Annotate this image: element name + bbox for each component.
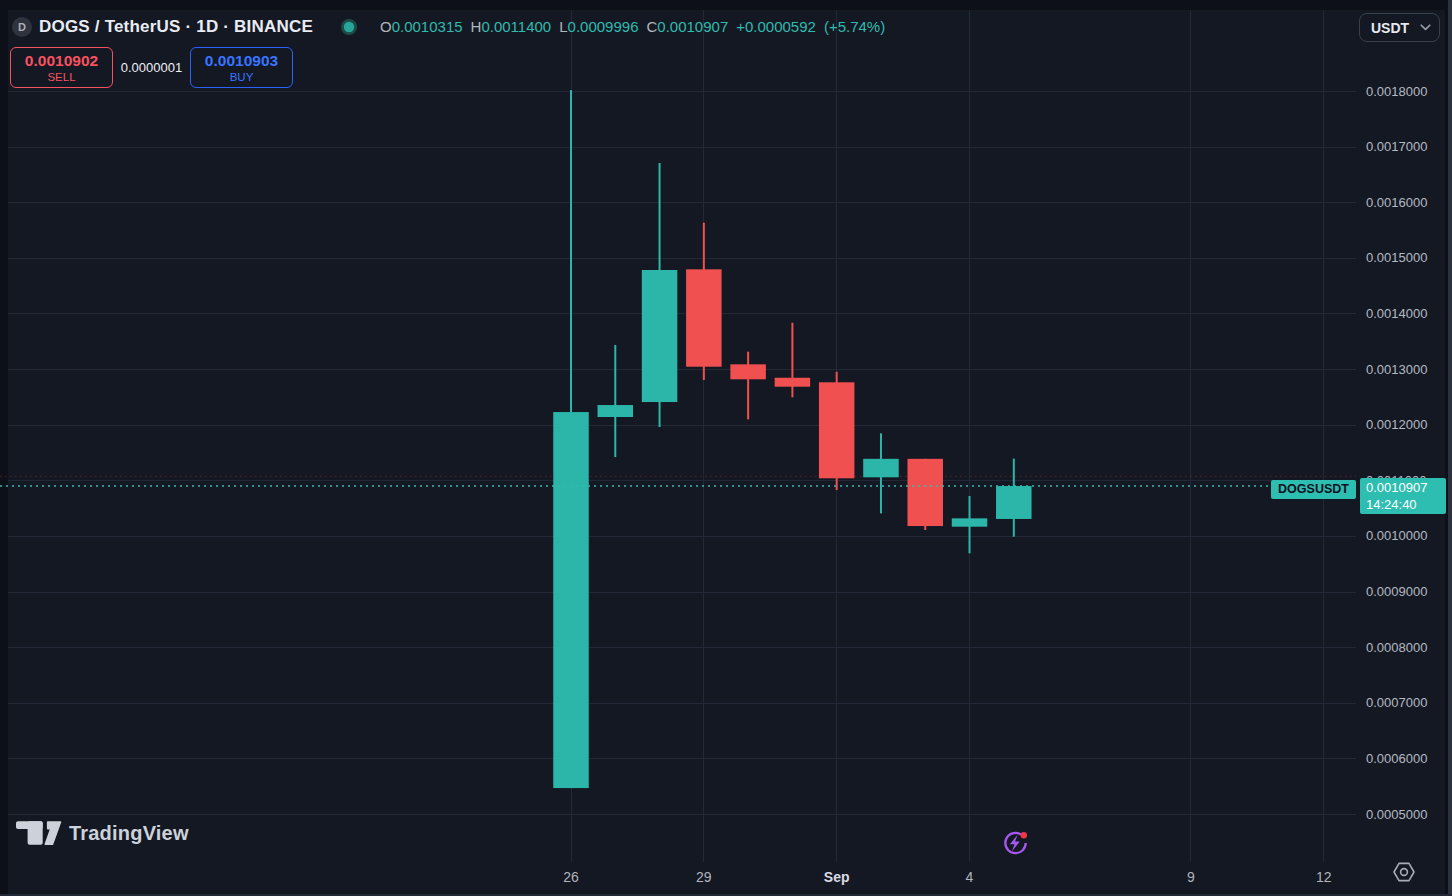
price-tick-label: 0.0013000 xyxy=(1366,362,1427,378)
assistant-lightning-icon[interactable] xyxy=(1001,828,1031,858)
price-tick-label: 0.0009000 xyxy=(1366,584,1427,600)
low-label: L xyxy=(559,18,567,35)
candle-body xyxy=(863,459,899,477)
ohlc-values: O0.0010315 H0.0011400 L0.0009996 C0.0010… xyxy=(380,17,885,37)
tradingview-watermark[interactable]: TradingView xyxy=(16,820,189,846)
candle-body xyxy=(730,364,766,379)
currency-value: USDT xyxy=(1371,20,1409,36)
open-label: O xyxy=(380,18,392,35)
market-open-dot[interactable] xyxy=(341,19,357,35)
symbol-price-tag: DOGSUSDT xyxy=(1271,480,1356,499)
price-tick-label: 0.0015000 xyxy=(1366,250,1427,266)
candle-wick xyxy=(614,345,616,457)
chevron-down-icon xyxy=(1420,24,1431,31)
change-percent: (+5.74%) xyxy=(824,18,885,35)
price-tick-label: 0.0014000 xyxy=(1366,306,1427,322)
open-value: 0.0010315 xyxy=(392,18,463,35)
watermark-text: TradingView xyxy=(69,822,189,845)
price-tick-label: 0.0005000 xyxy=(1366,807,1427,823)
time-tick-label: 26 xyxy=(536,869,606,885)
price-tick-label: 0.0008000 xyxy=(1366,640,1427,656)
time-tick-label: 29 xyxy=(669,869,739,885)
settings-gear-icon[interactable] xyxy=(1392,861,1416,883)
candle-body xyxy=(553,412,589,788)
close-value: 0.0010907 xyxy=(657,18,728,35)
candle-body xyxy=(819,382,855,478)
candle-body xyxy=(686,269,722,366)
candlestick-chart[interactable] xyxy=(0,0,1452,896)
candle-body xyxy=(775,378,811,387)
price-tick-label: 0.0018000 xyxy=(1366,84,1427,100)
symbol-title[interactable]: DOGS / TetherUS · 1D · BINANCE xyxy=(39,17,313,37)
bar-countdown: 14:24:40 xyxy=(1366,496,1417,513)
buy-label: BUY xyxy=(230,70,254,84)
high-label: H xyxy=(471,18,482,35)
price-tick-label: 0.0006000 xyxy=(1366,751,1427,767)
buy-price: 0.0010903 xyxy=(205,51,278,70)
sell-label: SELL xyxy=(47,70,75,84)
candle-body xyxy=(952,518,988,526)
close-label: C xyxy=(646,18,657,35)
low-value: 0.0009996 xyxy=(568,18,639,35)
symbol-logo[interactable]: D xyxy=(12,17,32,37)
candle-body xyxy=(996,486,1032,519)
price-tick-label: 0.0017000 xyxy=(1366,139,1427,155)
price-tick-label: 0.0007000 xyxy=(1366,695,1427,711)
time-tick-label: Sep xyxy=(802,869,872,885)
sell-button[interactable]: 0.0010902 SELL xyxy=(10,47,113,88)
last-price-value: 0.0010907 xyxy=(1366,479,1427,496)
candle-body xyxy=(598,405,634,417)
change-value: +0.0000592 xyxy=(736,18,816,35)
candle-body xyxy=(907,459,943,526)
price-tick-label: 0.0012000 xyxy=(1366,417,1427,433)
last-price-label: 0.0010907 14:24:40 xyxy=(1360,478,1446,514)
spread-value: 0.0000001 xyxy=(113,47,190,88)
time-tick-label: 4 xyxy=(935,869,1005,885)
tradingview-logo-icon xyxy=(16,820,63,846)
currency-selector[interactable]: USDT xyxy=(1359,13,1440,42)
candle-wick xyxy=(747,352,749,420)
buy-button[interactable]: 0.0010903 BUY xyxy=(190,47,293,88)
tradingview-chart-widget: D DOGS / TetherUS · 1D · BINANCE O0.0010… xyxy=(0,0,1452,896)
candle-body xyxy=(642,270,678,402)
high-value: 0.0011400 xyxy=(481,18,551,35)
time-tick-label: 9 xyxy=(1156,869,1226,885)
price-tick-label: 0.0010000 xyxy=(1366,528,1427,544)
sell-price: 0.0010902 xyxy=(25,51,98,70)
time-tick-label: 12 xyxy=(1289,869,1359,885)
price-tick-label: 0.0016000 xyxy=(1366,195,1427,211)
